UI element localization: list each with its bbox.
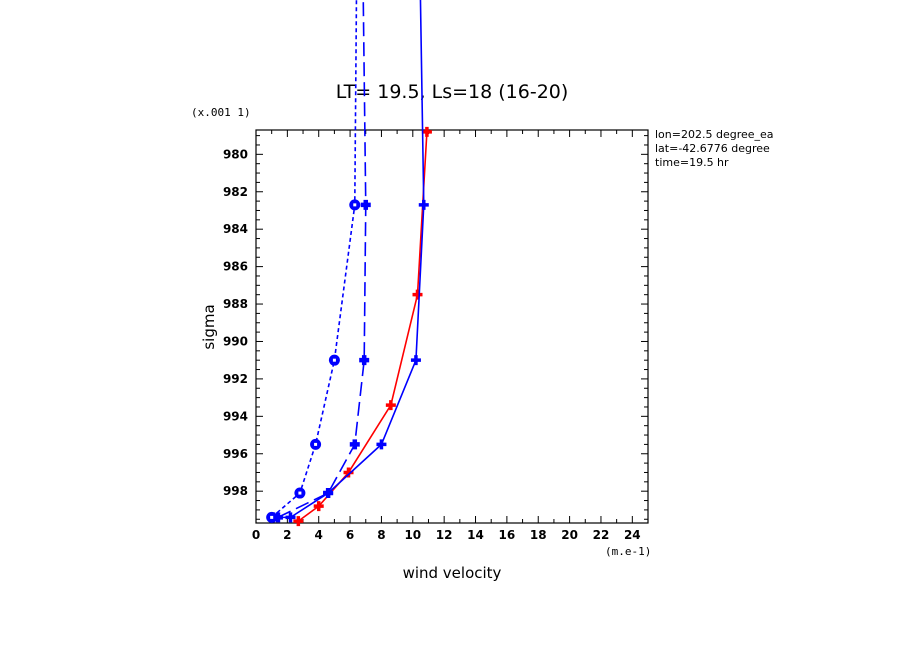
- x-tick-label: 10: [404, 528, 421, 542]
- series-line: [297, 131, 428, 522]
- x-multiplier-label: (m.e-1): [605, 545, 651, 558]
- x-axis-label: wind velocity: [403, 564, 502, 582]
- info-annotation: lon=202.5 degree_ea lat=-42.6776 degree …: [655, 128, 774, 169]
- series-line: [277, 0, 367, 519]
- x-tick-label: 4: [315, 528, 323, 542]
- chart-title: LT= 19.5, Ls=18 (16-20): [336, 81, 569, 103]
- series-line: [271, 0, 358, 518]
- x-tick-label: 14: [467, 528, 484, 542]
- x-tick-label: 16: [499, 528, 516, 542]
- plot-frame: [255, 129, 649, 524]
- x-tick-label: 20: [561, 528, 578, 542]
- data-point: [285, 512, 296, 523]
- data-point: [421, 126, 432, 137]
- data-point: [360, 199, 371, 210]
- data-point: [376, 439, 387, 450]
- info-lon: lon=202.5 degree_ea: [655, 128, 774, 141]
- x-tick-label: 0: [252, 528, 260, 542]
- x-tick-label: 8: [377, 528, 385, 542]
- y-tick-label: 994: [223, 409, 248, 423]
- series-3: [272, 0, 371, 523]
- y-tick-label: 986: [223, 260, 248, 274]
- data-point: [410, 355, 421, 366]
- info-time: time=19.5 hr: [655, 156, 729, 169]
- data-point-center: [298, 491, 302, 495]
- series-layer: [266, 0, 432, 527]
- y-tick-label: 988: [223, 297, 248, 311]
- x-tick-label: 18: [530, 528, 547, 542]
- x-tick-label: 22: [593, 528, 610, 542]
- y-tick-label: 992: [223, 372, 248, 386]
- data-point: [313, 501, 324, 512]
- data-point: [412, 289, 423, 300]
- x-tick-label: 24: [624, 528, 641, 542]
- info-lat: lat=-42.6776 degree: [655, 142, 770, 155]
- data-point-center: [332, 358, 336, 362]
- y-tick-label: 998: [223, 484, 248, 498]
- x-tick-label: 2: [283, 528, 291, 542]
- data-point: [323, 488, 334, 499]
- data-point: [418, 199, 429, 210]
- y-tick-label: 984: [223, 222, 248, 236]
- x-tick-label: 6: [346, 528, 354, 542]
- y-tick-label: 982: [223, 185, 248, 199]
- y-tick-label: 996: [223, 447, 248, 461]
- x-tick-label: 12: [436, 528, 453, 542]
- axis-ticks: 0 2 4 6 8 10 12 14 16 18 20 22 249809829849869889909…: [223, 130, 649, 542]
- y-multiplier-label: (x.001 1): [191, 106, 251, 119]
- data-point-center: [353, 203, 357, 207]
- series-line: [273, 0, 425, 519]
- data-point-center: [270, 515, 274, 519]
- y-axis-label: sigma: [200, 304, 218, 349]
- y-tick-label: 980: [223, 147, 248, 161]
- series-4: [266, 0, 361, 523]
- data-point: [359, 355, 370, 366]
- series-1: [293, 126, 432, 527]
- data-point: [293, 516, 304, 527]
- data-point: [385, 400, 396, 411]
- data-point-center: [314, 442, 318, 446]
- y-tick-label: 990: [223, 334, 248, 348]
- series-2: [268, 0, 429, 523]
- data-point: [349, 439, 360, 450]
